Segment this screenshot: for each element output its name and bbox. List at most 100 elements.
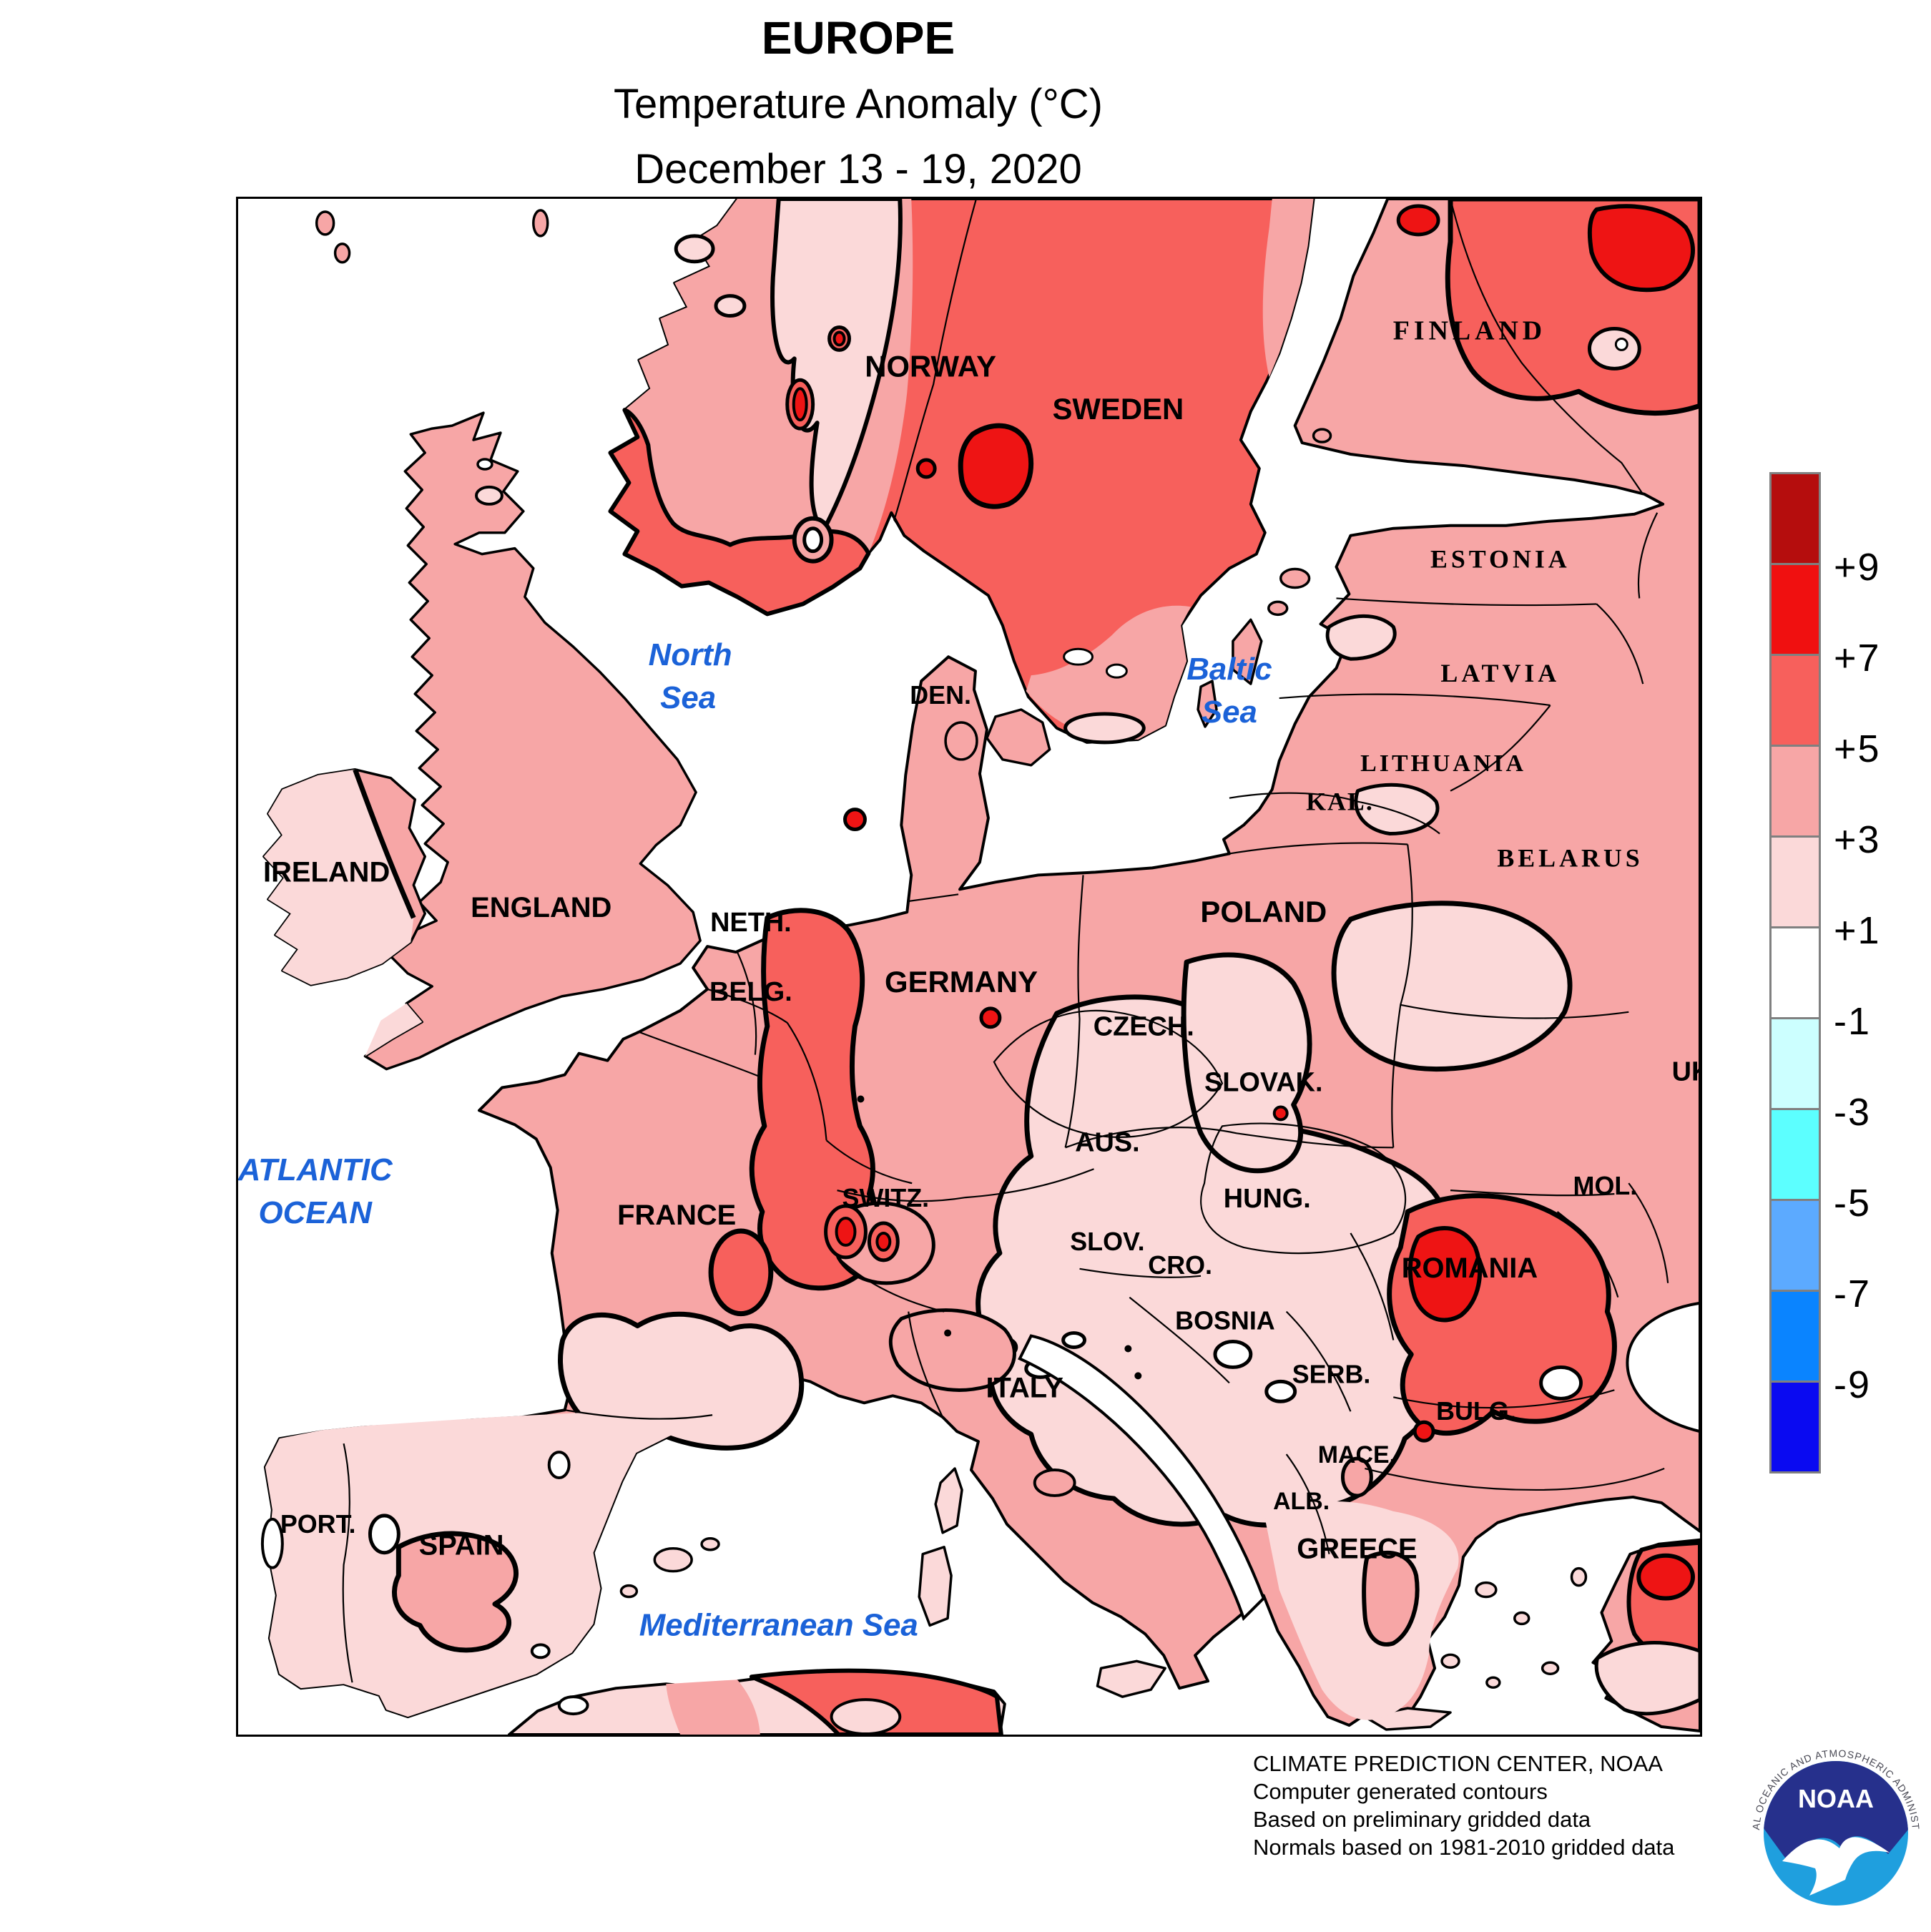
legend-cell-2 [1772,656,1819,745]
spain-ne-white [547,1451,571,1479]
greece-pale [1264,1501,1459,1720]
bulgaria-red-dot [1412,1420,1435,1443]
aegean-2 [1513,1611,1530,1626]
aegean-4 [1485,1676,1501,1689]
contour-dot-4 [857,1095,865,1103]
russia-red-corner [1587,204,1695,293]
label-albania: ALB. [1273,1488,1330,1515]
po-pink-patch [888,1308,1016,1392]
gotland [1232,618,1263,685]
ireland-pale [263,769,414,985]
legend-cell-1 [1772,565,1819,654]
legend-label-m9: -9 [1834,1363,1872,1406]
legend-cell-4 [1772,838,1819,926]
norway-red-spot-2 [832,330,846,347]
bosnia-white-1 [1213,1340,1253,1369]
corsica [934,1467,963,1534]
map-labels: NORWAY SWEDEN FINLAND ESTONIA LATVIA LIT… [237,315,1711,1642]
label-slovenia: SLOV. [1070,1227,1144,1256]
legend-cell-5 [1772,928,1819,1017]
legend-label-p5: +5 [1834,727,1881,770]
contour-dot-2 [1124,1345,1132,1353]
label-belgium: BELG. [709,977,792,1007]
sweden-red-blob [958,423,1033,509]
legend-label-m1: -1 [1834,1000,1872,1043]
legend-label-p1: +1 [1834,909,1881,952]
label-finland: FINLAND [1393,315,1546,345]
label-estonia: ESTONIA [1430,545,1571,574]
romania-red-core [1407,1226,1482,1323]
label-macedonia: MACE. [1318,1441,1396,1468]
hiiumaa [1267,600,1289,617]
label-atlantic-2: OCEAN [258,1195,373,1230]
label-atlantic-1: ATLANTIC [238,1152,393,1187]
france-salmon-blob [708,1228,774,1317]
faroe-2 [333,242,351,264]
noaa-logo-svg: NATIONAL OCEANIC AND ATMOSPHERIC ADMINIS… [1736,1729,1930,1927]
faroe-1 [315,210,335,236]
sicily [1096,1659,1166,1698]
africa-pale-pocket [830,1698,902,1735]
alps-white-3 [1061,1331,1087,1350]
spain-pink-blob [392,1531,519,1653]
legend-cell-3 [1772,747,1819,835]
lake-vanern [1063,647,1094,666]
karelia-pale-spot [1587,326,1641,371]
label-portugal: PORT. [280,1510,356,1539]
great-britain [363,411,702,1071]
scotland-white-spot [476,458,493,471]
aegean-5 [1541,1661,1560,1675]
adriatic-sea [1018,1334,1266,1622]
portugal-white-blob [368,1514,401,1555]
logo-disc [1764,1761,1908,1906]
finland-red-spot [1396,204,1440,237]
sweden-red-dot [915,458,937,479]
anomaly-patches [260,196,1703,1737]
italy-pink-spot [1033,1468,1076,1497]
aegean-6 [1570,1566,1588,1587]
label-romania: ROMANIA [1402,1252,1538,1284]
subtitle-anomaly: Temperature Anomaly (°C) [614,81,1103,127]
switz-red-core-2 [875,1231,892,1252]
africa-pink [666,1680,760,1735]
label-germany: GERMANY [885,965,1038,999]
aegean-3 [1440,1653,1460,1669]
map-frame: NORWAY SWEDEN FINLAND ESTONIA LATVIA LIT… [236,196,1711,1737]
slovakia-red-dot [1272,1105,1289,1122]
portugal-coast-white [260,1517,284,1569]
sea-overlays [1018,1301,1701,1622]
label-poland: POLAND [1200,895,1327,928]
poland-pale-blob [1181,952,1312,1174]
label-serbia: SERB. [1292,1360,1371,1388]
label-ukraine: UK [1672,1057,1700,1087]
contour-dot-3 [1134,1372,1142,1380]
credits-line4: Normals based on 1981-2010 gridded data [1253,1835,1675,1860]
label-kaliningrad: KAL. [1306,788,1374,816]
logo-seagull [1782,1837,1890,1896]
belarus-pale-blob [1331,901,1573,1072]
logo-noaa-text: NOAA [1798,1784,1874,1813]
legend-cell-10 [1772,1383,1819,1471]
cornwall-pale [365,1003,423,1056]
label-moldova: MOL. [1573,1172,1638,1200]
spain-se-white [530,1643,551,1659]
germany-north-red-dot [843,808,867,832]
credits-block: CLIMATE PREDICTION CENTER, NOAA Computer… [1253,1750,1674,1861]
label-sweden: SWEDEN [1052,392,1184,426]
label-lithuania: LITHUANIA [1360,750,1526,777]
legend-colorbar [1769,472,1821,1473]
germany-east-red-dot [979,1006,1002,1029]
norway-red-spot-1 [792,387,808,422]
norway-pale-spot-2 [714,294,747,318]
country-borders [342,198,1669,1683]
macedonia-pink-dot [1340,1456,1373,1498]
label-ireland: IRELAND [263,856,390,888]
contour-dot-1 [944,1329,952,1337]
label-england: ENGLAND [471,892,611,923]
label-north-sea-2: Sea [660,680,716,715]
label-baltic-sea-1: Baltic [1186,652,1272,687]
greece-pink-blob [1362,1550,1420,1647]
turkey-pale [1594,1641,1702,1716]
saaremaa [1279,567,1311,589]
label-croatia: CRO. [1148,1251,1212,1280]
